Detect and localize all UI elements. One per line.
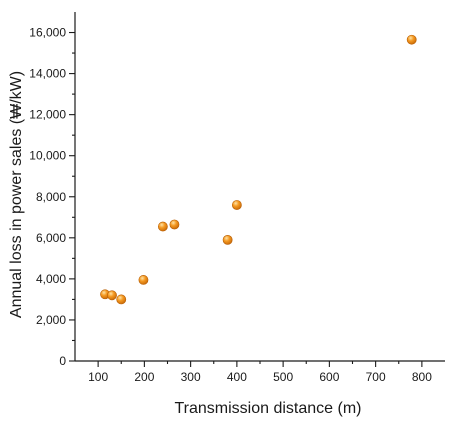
x-tick-label: 700 (366, 370, 386, 384)
x-tick-label: 100 (88, 370, 108, 384)
y-tick-label: 8,000 (36, 190, 66, 204)
data-point (116, 294, 127, 305)
data-point (406, 34, 417, 45)
y-tick-label: 4,000 (36, 272, 66, 286)
y-tick-label: 0 (59, 354, 66, 368)
x-axis-title: Transmission distance (m) (174, 400, 361, 417)
y-tick-label: 12,000 (29, 108, 66, 122)
y-tick-label: 16,000 (29, 26, 66, 40)
data-point (231, 200, 242, 210)
x-axis-ticks: 100 200 300 400 500 600 700 800 (88, 361, 432, 384)
data-points (100, 34, 417, 305)
data-point (157, 221, 168, 232)
x-tick-label: 800 (412, 370, 432, 384)
y-tick-label: 10,000 (29, 149, 66, 163)
x-tick-label: 600 (319, 370, 339, 384)
y-tick-label: 6,000 (36, 231, 66, 245)
data-point (169, 219, 180, 230)
y-tick-label: 14,000 (29, 67, 66, 81)
x-tick-label: 200 (134, 370, 154, 384)
data-point (107, 290, 117, 301)
y-axis-ticks: 0 2,000 4,000 6,000 8,000 10,000 12,000 14,000 1… (29, 26, 75, 368)
x-tick-label: 400 (227, 370, 247, 384)
x-tick-label: 500 (273, 370, 293, 384)
data-point (138, 275, 149, 285)
data-point (222, 234, 233, 245)
y-axis-title: Annual loss in power sales (₩/kW) (8, 71, 25, 318)
x-tick-label: 300 (181, 370, 201, 384)
y-tick-label: 2,000 (36, 313, 66, 327)
